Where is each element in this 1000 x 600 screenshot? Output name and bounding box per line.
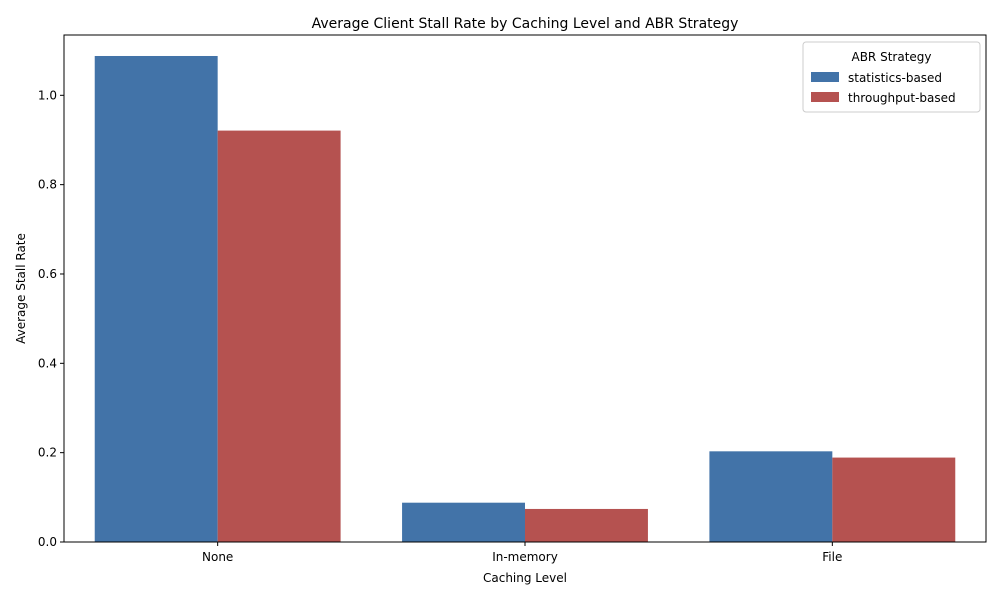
y-tick-label: 1.0 <box>38 88 57 102</box>
bar-statistics-based-File <box>709 451 833 542</box>
x-axis: None In-memory File <box>202 542 842 564</box>
bar-throughput-based-None <box>217 130 341 542</box>
y-tick-label: 0.6 <box>38 267 57 281</box>
legend-swatch-throughput-based <box>811 92 839 102</box>
y-tick-label: 0.2 <box>38 446 57 460</box>
bar-throughput-based-File <box>832 457 956 542</box>
plot-area <box>94 55 956 542</box>
x-tick-label: None <box>202 550 233 564</box>
y-tick-label: 0.8 <box>38 178 57 192</box>
y-axis-label: Average Stall Rate <box>14 233 28 344</box>
legend-swatch-statistics-based <box>811 72 839 82</box>
legend-box <box>802 41 981 113</box>
bar-throughput-based-In-memory <box>525 508 648 542</box>
chart-title: Average Client Stall Rate by Caching Lev… <box>312 16 739 32</box>
legend-label-statistics-based: statistics-based <box>848 71 942 85</box>
x-axis-label: Caching Level <box>483 571 567 585</box>
bar-statistics-based-In-memory <box>402 502 525 542</box>
y-axis: 0.0 0.2 0.4 0.6 0.8 1.0 <box>38 88 64 549</box>
bar-statistics-based-None <box>94 55 218 542</box>
x-tick-label: File <box>822 550 842 564</box>
legend-title: ABR Strategy <box>851 50 931 64</box>
y-tick-label: 0.4 <box>38 356 57 370</box>
x-tick-label: In-memory <box>492 550 558 564</box>
legend-label-throughput-based: throughput-based <box>848 91 956 105</box>
y-tick-label: 0.0 <box>38 535 57 549</box>
plot-frame <box>63 34 987 543</box>
legend: ABR Strategy statistics-based throughput-… <box>802 41 981 113</box>
